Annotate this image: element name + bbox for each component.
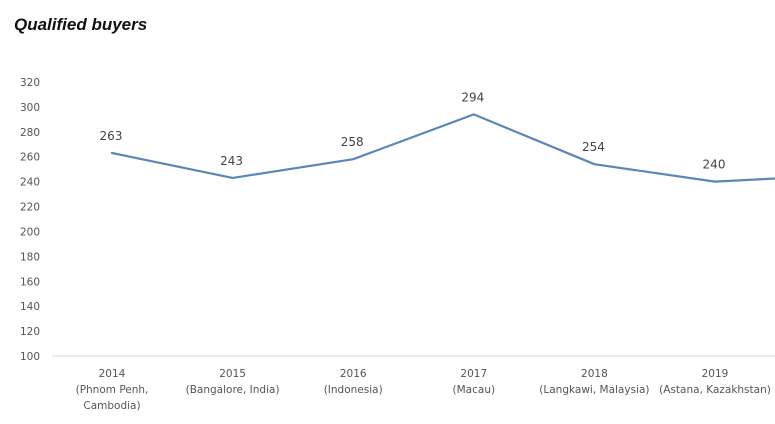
data-label: 294 bbox=[461, 90, 484, 104]
x-tick-label: 2019 (Astana, Kazakhstan) bbox=[659, 368, 771, 396]
x-tick-label-line: (Macau) bbox=[453, 384, 496, 396]
y-tick-label: 180 bbox=[20, 251, 40, 263]
x-tick-label-line: (Bangalore, India) bbox=[186, 384, 280, 396]
x-tick-label-line: (Phnom Penh, bbox=[76, 384, 149, 396]
x-axis: 2014 (Phnom Penh, Cambodia) 2015 (Bangalore,… bbox=[76, 368, 771, 412]
y-tick-label: 300 bbox=[20, 102, 40, 114]
y-tick-label: 240 bbox=[20, 177, 40, 189]
x-tick-label: 2016 (Indonesia) bbox=[324, 368, 383, 396]
data-label: 263 bbox=[100, 129, 123, 143]
chart-title: Qualified buyers bbox=[14, 15, 148, 34]
x-tick-label-line: 2014 bbox=[99, 368, 126, 380]
x-tick-label-line: 2015 bbox=[219, 368, 246, 380]
data-label: 254 bbox=[582, 140, 605, 154]
data-label: 258 bbox=[341, 135, 364, 149]
x-tick-label-line: (Langkawi, Malaysia) bbox=[539, 384, 649, 396]
x-tick-label-line: Cambodia) bbox=[83, 400, 140, 412]
data-label: 240 bbox=[703, 158, 726, 172]
x-tick-label: 2018 (Langkawi, Malaysia) bbox=[539, 368, 649, 396]
x-tick-label-line: 2016 bbox=[340, 368, 367, 380]
y-axis: 100 120 140 160 180 200 220 240 260 280 300 320 bbox=[20, 77, 40, 363]
x-tick-label-line: 2017 bbox=[460, 368, 487, 380]
data-label: 243 bbox=[220, 154, 243, 168]
y-tick-label: 120 bbox=[20, 326, 40, 338]
x-tick-label: 2017 (Macau) bbox=[453, 368, 496, 396]
y-tick-label: 160 bbox=[20, 276, 40, 288]
y-tick-label: 140 bbox=[20, 301, 40, 313]
y-tick-label: 200 bbox=[20, 226, 40, 238]
x-tick-label-line: (Astana, Kazakhstan) bbox=[659, 384, 771, 396]
y-tick-label: 100 bbox=[20, 351, 40, 363]
x-tick-label-line: (Indonesia) bbox=[324, 384, 383, 396]
series-line bbox=[110, 113, 775, 183]
x-tick-label-line: 2019 bbox=[702, 368, 729, 380]
x-tick-label-line: 2018 bbox=[581, 368, 608, 380]
x-tick-label: 2014 (Phnom Penh, Cambodia) bbox=[76, 368, 149, 412]
x-tick-label: 2015 (Bangalore, India) bbox=[186, 368, 280, 396]
y-tick-label: 220 bbox=[20, 202, 40, 214]
data-labels: 263 243 258 294 254 240 bbox=[100, 90, 726, 171]
y-tick-label: 280 bbox=[20, 127, 40, 139]
y-tick-label: 320 bbox=[20, 77, 40, 89]
y-tick-label: 260 bbox=[20, 152, 40, 164]
